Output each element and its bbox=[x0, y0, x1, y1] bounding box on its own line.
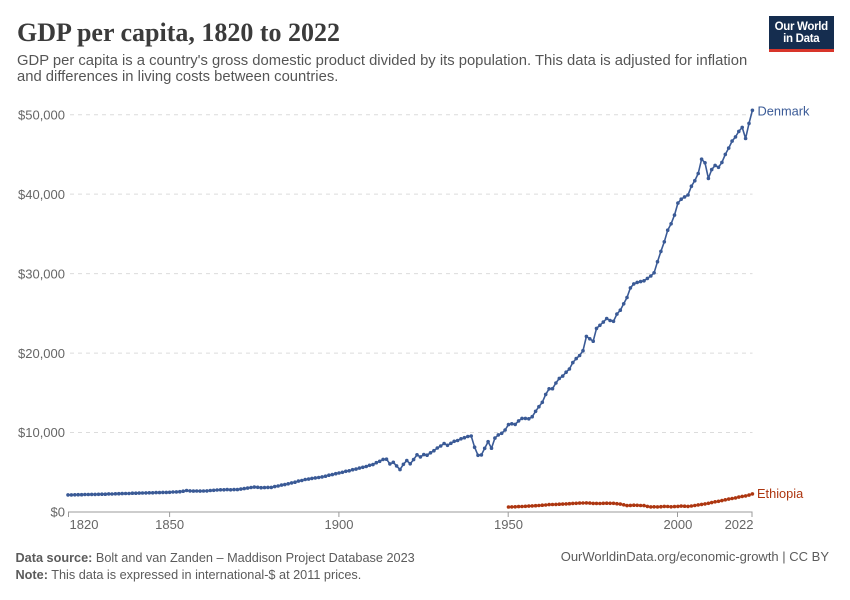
svg-text:$40,000: $40,000 bbox=[18, 187, 65, 202]
svg-text:$10,000: $10,000 bbox=[18, 425, 65, 440]
svg-text:$20,000: $20,000 bbox=[18, 346, 65, 361]
svg-text:$50,000: $50,000 bbox=[18, 107, 65, 122]
svg-text:2000: 2000 bbox=[663, 517, 692, 532]
svg-text:Denmark: Denmark bbox=[758, 104, 811, 119]
svg-text:2022: 2022 bbox=[725, 517, 754, 532]
svg-text:1900: 1900 bbox=[325, 517, 354, 532]
svg-text:Ethiopia: Ethiopia bbox=[757, 486, 804, 501]
svg-text:$30,000: $30,000 bbox=[18, 266, 65, 281]
svg-text:$0: $0 bbox=[51, 505, 65, 520]
svg-text:1950: 1950 bbox=[494, 517, 523, 532]
svg-text:1820: 1820 bbox=[70, 517, 99, 532]
svg-text:1850: 1850 bbox=[155, 517, 184, 532]
